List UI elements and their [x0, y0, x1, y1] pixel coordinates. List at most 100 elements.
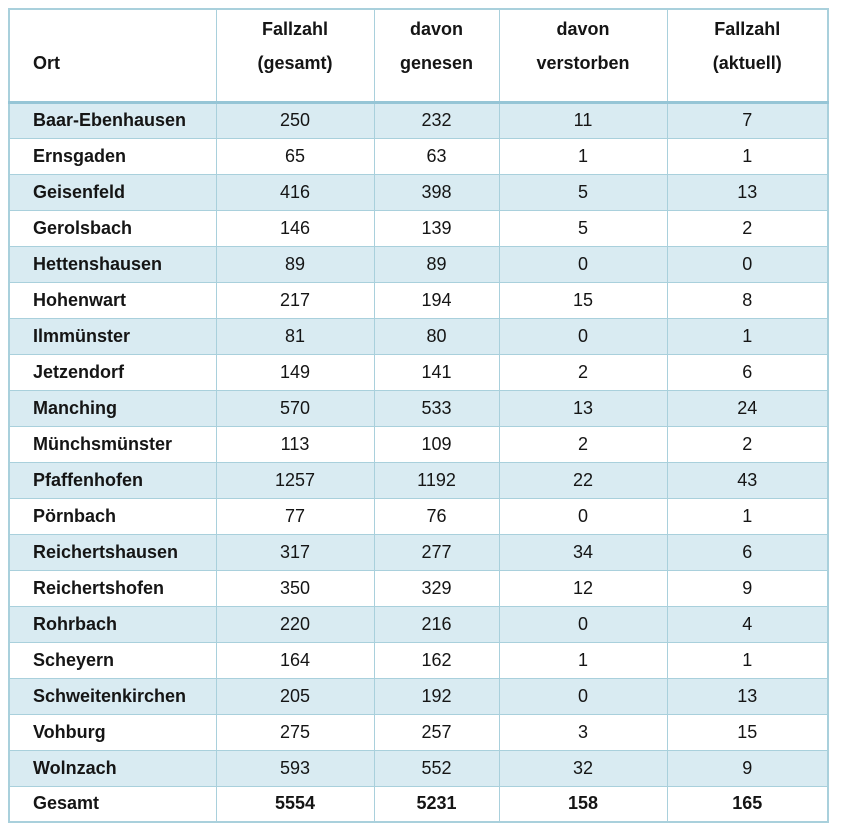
cell-ort: Baar-Ebenhausen: [8, 101, 217, 139]
cell-davon-genesen: 277: [373, 533, 500, 571]
cell-fallzahl-gesamt: 164: [215, 641, 375, 679]
table-row: Geisenfeld 416 398 5 13: [8, 173, 829, 211]
cell-ort: Jetzendorf: [8, 353, 217, 391]
cell-fallzahl-gesamt: 205: [215, 677, 375, 715]
cell-fallzahl-aktuell: 2: [666, 209, 829, 247]
cell-fallzahl-gesamt: 416: [215, 173, 375, 211]
table-row: Ernsgaden 65 63 1 1: [8, 137, 829, 175]
cell-davon-verstorben: 0: [498, 245, 668, 283]
cell-fallzahl-gesamt: 146: [215, 209, 375, 247]
cell-davon-genesen: 552: [373, 749, 500, 787]
cell-davon-genesen: 76: [373, 497, 500, 535]
cell-ort: Wolnzach: [8, 749, 217, 787]
table-row: Manching 570 533 13 24: [8, 389, 829, 427]
cell-davon-verstorben: 2: [498, 353, 668, 391]
cell-ort: Scheyern: [8, 641, 217, 679]
cell-ort: Ernsgaden: [8, 137, 217, 175]
cell-davon-genesen: 194: [373, 281, 500, 319]
cell-davon-verstorben: 5: [498, 173, 668, 211]
cell-fallzahl-aktuell: 6: [666, 353, 829, 391]
table-row: Pfaffenhofen 1257 1192 22 43: [8, 461, 829, 499]
table-row: Wolnzach 593 552 32 9: [8, 749, 829, 787]
cell-fallzahl-gesamt: 317: [215, 533, 375, 571]
cell-fallzahl-aktuell: 1: [666, 497, 829, 535]
cell-davon-verstorben: 0: [498, 497, 668, 535]
cell-fallzahl-aktuell: 1: [666, 641, 829, 679]
cell-fallzahl-gesamt: 113: [215, 425, 375, 463]
total-fallzahl-gesamt: 5554: [215, 785, 375, 823]
cell-davon-verstorben: 22: [498, 461, 668, 499]
cell-davon-genesen: 329: [373, 569, 500, 607]
cell-fallzahl-aktuell: 4: [666, 605, 829, 643]
cell-fallzahl-gesamt: 149: [215, 353, 375, 391]
cell-davon-genesen: 109: [373, 425, 500, 463]
cell-fallzahl-gesamt: 217: [215, 281, 375, 319]
header-cell-fallzahl-aktuell: Fallzahl (aktuell): [666, 8, 829, 104]
cell-ort: Pfaffenhofen: [8, 461, 217, 499]
total-row: Gesamt 5554 5231 158 165: [8, 785, 829, 823]
total-davon-genesen: 5231: [373, 785, 500, 823]
cell-ort: Vohburg: [8, 713, 217, 751]
cell-davon-genesen: 192: [373, 677, 500, 715]
cell-fallzahl-gesamt: 250: [215, 101, 375, 139]
cell-ort: Pörnbach: [8, 497, 217, 535]
cell-ort: Reichertshausen: [8, 533, 217, 571]
cell-davon-genesen: 89: [373, 245, 500, 283]
table-header: Ort Fallzahl (gesamt) davon genesen davo…: [8, 8, 829, 104]
cell-fallzahl-gesamt: 1257: [215, 461, 375, 499]
cell-fallzahl-aktuell: 1: [666, 317, 829, 355]
header-cell-ort: Ort: [8, 8, 217, 104]
table-row: Hettenshausen 89 89 0 0: [8, 245, 829, 283]
cell-davon-verstorben: 11: [498, 101, 668, 139]
cell-fallzahl-aktuell: 6: [666, 533, 829, 571]
cell-davon-genesen: 141: [373, 353, 500, 391]
table-row: Rohrbach 220 216 0 4: [8, 605, 829, 643]
header-cell-davon-genesen: davon genesen: [373, 8, 500, 104]
cell-fallzahl-gesamt: 65: [215, 137, 375, 175]
cell-fallzahl-gesamt: 81: [215, 317, 375, 355]
cell-davon-verstorben: 0: [498, 677, 668, 715]
table-row: Jetzendorf 149 141 2 6: [8, 353, 829, 391]
cell-davon-verstorben: 3: [498, 713, 668, 751]
cell-davon-genesen: 398: [373, 173, 500, 211]
cell-ort: Manching: [8, 389, 217, 427]
cell-davon-verstorben: 1: [498, 137, 668, 175]
cell-davon-verstorben: 0: [498, 605, 668, 643]
cell-fallzahl-gesamt: 77: [215, 497, 375, 535]
cell-davon-verstorben: 34: [498, 533, 668, 571]
cell-ort: Hettenshausen: [8, 245, 217, 283]
cell-davon-verstorben: 12: [498, 569, 668, 607]
cell-davon-verstorben: 5: [498, 209, 668, 247]
cell-davon-genesen: 232: [373, 101, 500, 139]
table-row: Schweitenkirchen 205 192 0 13: [8, 677, 829, 715]
cell-davon-verstorben: 13: [498, 389, 668, 427]
cell-fallzahl-aktuell: 8: [666, 281, 829, 319]
cell-fallzahl-aktuell: 7: [666, 101, 829, 139]
cell-davon-verstorben: 0: [498, 317, 668, 355]
cell-davon-genesen: 533: [373, 389, 500, 427]
header-row: Ort Fallzahl (gesamt) davon genesen davo…: [8, 8, 829, 104]
covid-cases-table: Ort Fallzahl (gesamt) davon genesen davo…: [8, 8, 829, 823]
cell-fallzahl-aktuell: 13: [666, 173, 829, 211]
cell-fallzahl-gesamt: 593: [215, 749, 375, 787]
cell-fallzahl-gesamt: 89: [215, 245, 375, 283]
cell-davon-verstorben: 15: [498, 281, 668, 319]
table-row: Gerolsbach 146 139 5 2: [8, 209, 829, 247]
cell-davon-genesen: 63: [373, 137, 500, 175]
cell-fallzahl-aktuell: 2: [666, 425, 829, 463]
header-cell-davon-verstorben: davon verstorben: [498, 8, 668, 104]
table-row: Ilmmünster 81 80 0 1: [8, 317, 829, 355]
cell-ort: Hohenwart: [8, 281, 217, 319]
cell-fallzahl-gesamt: 220: [215, 605, 375, 643]
total-davon-verstorben: 158: [498, 785, 668, 823]
table-footer: Gesamt 5554 5231 158 165: [8, 785, 829, 823]
cell-fallzahl-gesamt: 275: [215, 713, 375, 751]
total-label: Gesamt: [8, 785, 217, 823]
cell-fallzahl-aktuell: 24: [666, 389, 829, 427]
cell-davon-genesen: 80: [373, 317, 500, 355]
cell-davon-verstorben: 1: [498, 641, 668, 679]
cell-davon-verstorben: 2: [498, 425, 668, 463]
table-row: Münchsmünster 113 109 2 2: [8, 425, 829, 463]
cell-fallzahl-aktuell: 0: [666, 245, 829, 283]
